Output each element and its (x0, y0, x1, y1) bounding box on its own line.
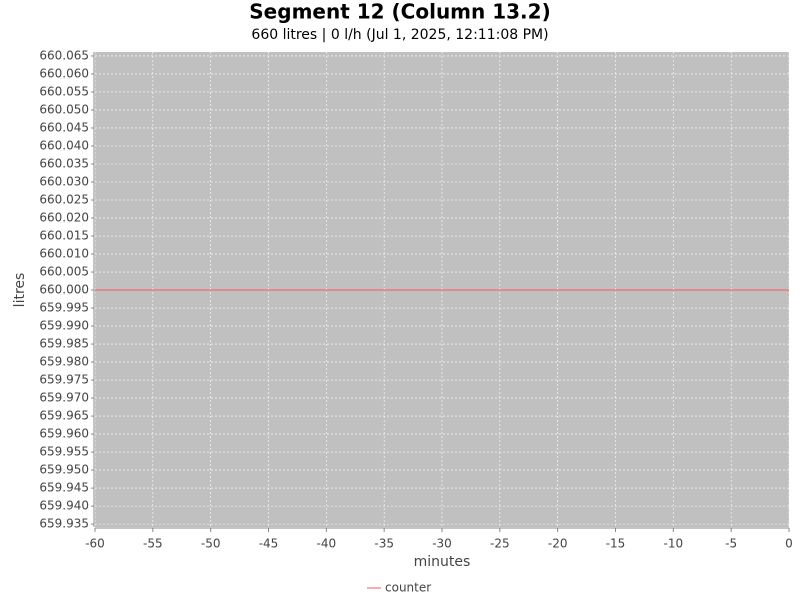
y-tick-label: 659.970 (39, 391, 89, 405)
y-tick-label: 660.015 (39, 229, 89, 243)
y-tick-label: 660.035 (39, 156, 89, 170)
x-tick-label: -5 (725, 537, 737, 551)
y-tick-label: 659.975 (39, 373, 89, 387)
chart-title: Segment 12 (Column 13.2) (249, 0, 550, 24)
y-axis-label: litres (12, 273, 28, 308)
y-tick-label: 659.990 (39, 319, 89, 333)
x-tick-label: -30 (432, 537, 452, 551)
y-tick-label: 660.040 (39, 138, 89, 152)
y-tick-label: 659.940 (39, 499, 89, 513)
y-tick-label: 660.055 (39, 84, 89, 98)
y-tick-label: 659.955 (39, 445, 89, 459)
y-tick-label: 659.985 (39, 337, 89, 351)
x-axis-label: minutes (414, 554, 471, 570)
legend-label: counter (385, 581, 431, 595)
x-tick-label: -10 (664, 537, 684, 551)
y-tick-label: 660.065 (39, 48, 89, 62)
y-tick-label: 660.020 (39, 211, 89, 225)
x-tick-label: -25 (490, 537, 510, 551)
y-tick-label: 660.030 (39, 175, 89, 189)
y-tick-label: 659.995 (39, 301, 89, 315)
x-tick-label: -55 (143, 537, 163, 551)
x-tick-label: -35 (374, 537, 394, 551)
x-tick-label: -60 (85, 537, 105, 551)
y-tick-label: 660.005 (39, 265, 89, 279)
y-tick-label: 660.025 (39, 193, 89, 207)
x-tick-label: 0 (785, 537, 793, 551)
y-tick-label: 659.945 (39, 481, 89, 495)
y-tick-label: 659.935 (39, 517, 89, 531)
y-tick-label: 659.950 (39, 463, 89, 477)
y-tick-label: 660.010 (39, 247, 89, 261)
y-tick-label: 659.980 (39, 355, 89, 369)
chart-subtitle: 660 litres | 0 l/h (Jul 1, 2025, 12:11:0… (251, 27, 548, 43)
x-tick-label: -15 (606, 537, 626, 551)
y-tick-label: 660.060 (39, 66, 89, 80)
x-tick-label: -45 (259, 537, 279, 551)
y-tick-label: 660.045 (39, 120, 89, 134)
x-tick-label: -50 (201, 537, 221, 551)
y-tick-label: 659.965 (39, 409, 89, 423)
y-tick-label: 660.050 (39, 102, 89, 116)
x-tick-label: -20 (548, 537, 568, 551)
x-tick-label: -40 (317, 537, 337, 551)
y-tick-label: 660.000 (39, 283, 89, 297)
y-tick-label: 659.960 (39, 427, 89, 441)
